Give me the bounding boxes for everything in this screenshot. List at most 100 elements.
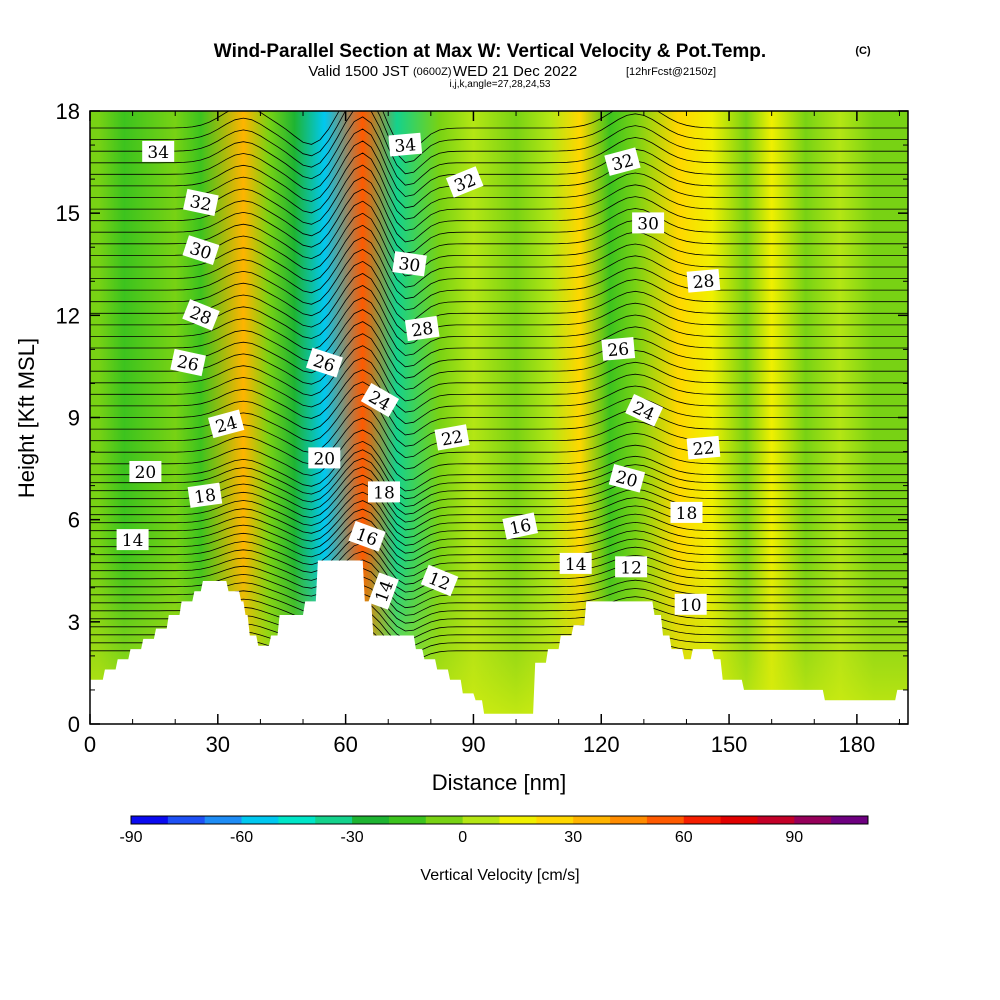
isentrope-label-text: 34: [147, 143, 169, 163]
colorbar-tick-label: 60: [675, 829, 693, 846]
y-tick-label: 3: [68, 610, 80, 635]
isentrope-label-box: [116, 529, 149, 551]
colorbar-tick-label: -90: [119, 829, 142, 846]
isentrope-label: 14: [559, 552, 592, 575]
isentrope-label: 24: [360, 382, 400, 418]
isentrope-label: 18: [368, 481, 400, 503]
isentrope-51: [90, 111, 908, 163]
isentrope-18: [90, 474, 908, 523]
subtitle-forecast: [12hrFcst@2150z]: [626, 66, 716, 78]
isentrope-label-box: [182, 299, 220, 331]
isentrope-16: [90, 491, 908, 539]
isentrope-22: [90, 440, 908, 492]
isentrope-label-box: [686, 435, 721, 460]
isentrope-label-box: [170, 348, 206, 377]
colorbar-tick-label: -30: [341, 829, 364, 846]
y-tick-label: 18: [56, 99, 80, 124]
x-tick-label: 180: [839, 732, 876, 757]
isentrope-49: [90, 116, 908, 186]
colorbar-swatch: [720, 816, 758, 824]
x-tick-label: 0: [84, 732, 96, 757]
isentrope-label-box: [187, 482, 223, 508]
colorbar-swatch: [646, 816, 685, 824]
isentrope-label-box: [182, 235, 220, 266]
colorbar-swatch: [499, 816, 537, 824]
isentrope-label-text: 28: [410, 319, 434, 342]
colorbar-swatch: [388, 816, 427, 824]
y-tick-label: 0: [68, 712, 80, 737]
isentrope-label: 14: [368, 572, 399, 610]
isentrope-11: [90, 534, 908, 578]
isentrope-label: 20: [308, 447, 341, 469]
isentrope-label: 26: [170, 348, 206, 377]
colorbar-swatch: [794, 816, 832, 824]
x-tick-label: 150: [711, 732, 748, 757]
isentrope-label-box: [686, 268, 721, 293]
isentrope-label: 34: [142, 140, 175, 163]
isentrope-label-box: [404, 315, 440, 342]
isentrope-label: 22: [434, 424, 470, 451]
colorbar-swatch: [757, 816, 795, 824]
y-tick-label: 6: [68, 508, 80, 533]
isentrope-label: 20: [608, 464, 646, 493]
isentrope-label-text: 28: [692, 271, 715, 293]
colorbar-frame: [130, 815, 869, 825]
isentrope-label: 30: [632, 212, 665, 234]
isentrope-label-box: [632, 212, 665, 234]
isentrope-label: 14: [116, 529, 149, 551]
isentrope-label: 28: [404, 315, 440, 342]
colorbar-swatch: [315, 816, 353, 824]
colorbar-swatch: [278, 816, 316, 824]
isentrope-19: [90, 466, 908, 515]
colorbar-swatch: [831, 816, 869, 824]
isentrope-label-text: 12: [620, 558, 642, 578]
x-tick-label: 120: [583, 732, 620, 757]
x-axis: 0 30 60 90 120 150 180: [84, 111, 900, 757]
colorbar-tick-label: 30: [564, 829, 582, 846]
isentrope-36: [90, 273, 908, 334]
isentrope-label-box: [207, 409, 245, 439]
subtitle-valid: Valid 1500 JST: [308, 63, 409, 80]
isentrope-label-text: 10: [680, 596, 702, 616]
isentrope-label-box: [625, 393, 664, 427]
isentrope-label-text: 34: [394, 135, 417, 157]
isentrope-label-box: [674, 593, 707, 615]
isentrope-label-box: [601, 337, 636, 361]
isentrope-label: 32: [183, 188, 219, 217]
isentrope-label-box: [559, 552, 592, 574]
isentrope-label-text: 18: [373, 483, 395, 503]
isentrope-label: 12: [615, 556, 648, 578]
x-tick-label: 90: [461, 732, 485, 757]
isentrope-label-text: 14: [122, 531, 144, 551]
isentrope-label-box: [129, 461, 162, 482]
isentrope-label: 20: [129, 461, 162, 483]
x-tick-label: 30: [206, 732, 230, 757]
isentrope-40: [90, 224, 908, 288]
isentrope-52: [90, 111, 908, 152]
isentrope-27: [90, 381, 908, 436]
isentrope-label: 32: [445, 166, 484, 198]
colorbar-tick-label: -60: [230, 829, 253, 846]
colorbar: -90 -60 -30 0 30 60 90: [119, 815, 869, 846]
y-tick-label: 12: [56, 303, 80, 328]
colorbar-swatch: [131, 816, 169, 824]
isentrope-label-box: [445, 166, 484, 198]
isentrope-44: [90, 176, 908, 243]
isentrope-label-text: 30: [637, 214, 659, 234]
colorbar-tick-label: 0: [458, 829, 467, 846]
x-axis-label: Distance [nm]: [432, 770, 567, 795]
isentrope-50: [90, 111, 908, 175]
isentrope-38: [90, 248, 908, 311]
isentrope-label-text: 22: [440, 427, 465, 450]
subtitle-utc: (0600Z): [413, 66, 452, 78]
isentrope-28: [90, 369, 908, 425]
x-tick-label: 60: [333, 732, 357, 757]
isentrope-15: [90, 500, 908, 546]
isentrope-23: [90, 429, 908, 481]
isentrope-label-box: [348, 520, 386, 552]
isentrope-label-box: [183, 188, 219, 217]
colorbar-label: Vertical Velocity [cm/s]: [420, 867, 579, 884]
isentrope-24: [90, 417, 908, 470]
